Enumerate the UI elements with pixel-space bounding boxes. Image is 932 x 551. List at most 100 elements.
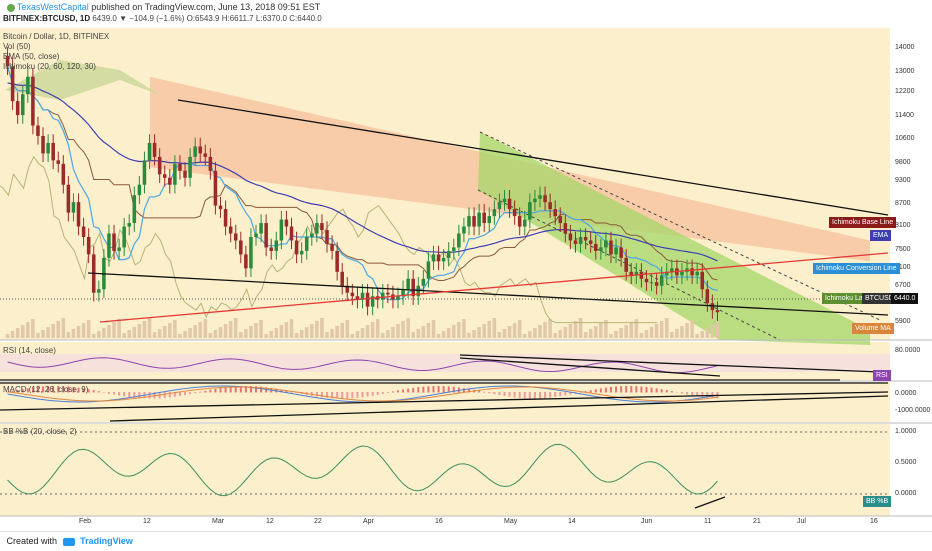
volume-bar xyxy=(162,326,167,338)
volume-bar xyxy=(51,324,55,338)
candle-body xyxy=(239,240,243,255)
volume-bar xyxy=(654,324,659,338)
macd-histogram-bar xyxy=(376,392,379,395)
published-text: published on TradingView.com, June 13, 2… xyxy=(91,2,321,12)
volume-bar xyxy=(517,320,522,338)
macd-histogram-bar xyxy=(26,388,29,393)
candle-body xyxy=(452,247,456,251)
upper-trendline xyxy=(177,99,889,216)
bb-panel-bg xyxy=(0,424,890,516)
volume-bar xyxy=(507,326,512,338)
ohlc-l: 6370.0 xyxy=(262,14,287,23)
candle-body xyxy=(446,250,451,258)
volume-bar xyxy=(183,331,187,338)
bb-divergence-line xyxy=(694,496,726,509)
macd-histogram-bar xyxy=(52,386,55,393)
candle-body xyxy=(609,240,613,255)
macd-histogram-bar xyxy=(483,391,486,393)
macd-histogram-bar xyxy=(16,390,19,393)
candle-body xyxy=(122,226,126,248)
macd-histogram-bar xyxy=(285,390,288,393)
author-link[interactable]: TexasWestCapital xyxy=(16,2,89,12)
macd-histogram-bar xyxy=(371,392,374,396)
macd-histogram-bar xyxy=(533,392,536,399)
macd-histogram-bar xyxy=(569,392,572,395)
volume-bar xyxy=(644,330,649,338)
macd-histogram-bar xyxy=(123,392,126,397)
candle-body xyxy=(396,296,400,300)
volume-bar xyxy=(375,319,380,338)
price-tick: 7500 xyxy=(895,246,911,253)
macd-histogram-bar xyxy=(21,389,24,393)
candle-body xyxy=(457,233,461,248)
macd-histogram-bar xyxy=(559,392,562,397)
candle-body xyxy=(710,303,715,311)
lagging-tag: Ichimoku Lag xyxy=(822,293,870,304)
volume-bar xyxy=(472,330,476,338)
macd-histogram-bar xyxy=(244,386,247,393)
candle-body xyxy=(543,195,547,203)
macd-histogram-bar xyxy=(189,392,192,395)
macd-histogram-bar xyxy=(544,392,547,399)
candle-body xyxy=(279,219,284,241)
volume-bar xyxy=(117,319,121,338)
volume-bar xyxy=(264,334,268,338)
candle-body xyxy=(548,202,552,210)
rsi-trendline-lower xyxy=(459,357,721,377)
macd-histogram-bar xyxy=(538,392,541,399)
volume-bar xyxy=(304,327,309,338)
volume-bar xyxy=(132,327,137,338)
candle-body xyxy=(340,271,344,286)
candle-body xyxy=(127,223,132,227)
volume-bar xyxy=(350,334,355,338)
candle-body xyxy=(157,156,162,175)
macd-histogram-bar xyxy=(260,386,263,393)
macd-histogram-bar xyxy=(594,389,597,393)
x-tick: Jun xyxy=(641,518,653,525)
footer-brand[interactable]: TradingView xyxy=(80,536,133,546)
support-trendline-red xyxy=(99,252,889,323)
descending-channel xyxy=(478,132,870,345)
rsi-band xyxy=(0,354,890,372)
candle-body xyxy=(264,223,268,248)
macd-histogram-bar xyxy=(346,392,349,399)
legend-title: Bitcoin / Dollar, 1D, BITFINEX xyxy=(3,32,110,41)
price-tick: 5900 xyxy=(895,318,911,325)
candle-body xyxy=(467,216,471,227)
macd-histogram-bar xyxy=(107,392,110,394)
volume-bar xyxy=(46,327,50,338)
candle-body xyxy=(188,156,192,178)
candle-body xyxy=(208,156,213,171)
price-tick: 12200 xyxy=(895,88,915,95)
candle-body xyxy=(365,292,370,307)
candle-body xyxy=(198,146,203,154)
macd-line xyxy=(7,385,718,403)
volume-bar xyxy=(639,333,644,338)
candle-body xyxy=(406,278,410,290)
price-tick: 13000 xyxy=(895,68,915,75)
macd-histogram-bar xyxy=(640,386,643,393)
rsi-tick: 80.0000 xyxy=(895,347,921,354)
volume-bar xyxy=(604,320,608,338)
volume-bar xyxy=(685,323,689,338)
price-tick: 6700 xyxy=(895,282,911,289)
volume-bar xyxy=(193,325,197,338)
candle-body xyxy=(639,271,644,279)
macd-histogram-bar xyxy=(412,387,415,393)
rsi-label: RSI (14, close) xyxy=(3,346,56,355)
volume-bar xyxy=(31,319,35,338)
candle-body xyxy=(51,142,55,161)
volume-bar xyxy=(705,328,710,338)
change-value: ▼ −104.9 (−1.6%) xyxy=(119,14,185,23)
volume-bar xyxy=(578,318,583,338)
volume-bar xyxy=(208,333,213,338)
macd-histogram-bar xyxy=(290,391,293,393)
macd-histogram-bar xyxy=(148,392,151,399)
x-tick: Feb xyxy=(79,518,92,525)
rsi-trendline-upper xyxy=(459,354,881,373)
macd-histogram-bar xyxy=(670,391,673,393)
macd-histogram-bar xyxy=(549,392,552,398)
candle-body xyxy=(492,209,497,217)
volume-bar xyxy=(41,330,45,338)
candle-body xyxy=(588,240,593,244)
